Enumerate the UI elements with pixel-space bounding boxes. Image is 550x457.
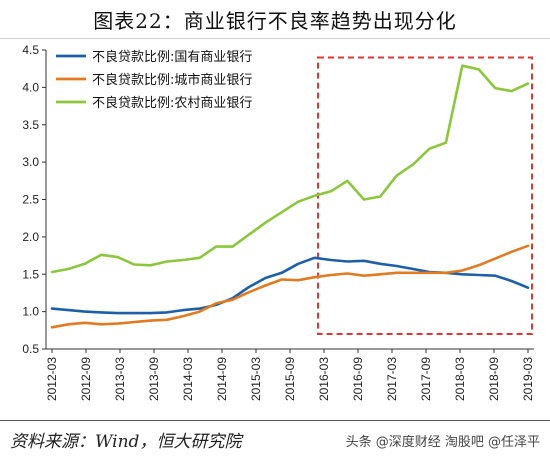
y-tick-label: 3.0 xyxy=(22,155,39,169)
y-tick-label: 3.5 xyxy=(22,118,39,132)
x-tick-label: 2015-09 xyxy=(283,357,297,401)
x-tick-label: 2015-03 xyxy=(249,357,263,401)
series-layer xyxy=(50,64,530,329)
x-tick-label: 2018-09 xyxy=(487,357,501,401)
series-line-3 xyxy=(50,64,530,274)
legend-label-1: 不良贷款比例:国有商业银行 xyxy=(92,49,252,65)
axis-layer: 0.5 1.0 1.5 2.0 2.5 3.0 3.5 4.0 4.5 2012-03 2012-0… xyxy=(22,43,535,401)
watermark-text: 头条 @深度财经 淘股吧 @任泽平 xyxy=(341,429,544,452)
y-tick-label: 4.5 xyxy=(22,43,39,57)
legend-label-2: 不良贷款比例:城市商业银行 xyxy=(92,72,252,88)
highlight-box-layer xyxy=(317,56,533,336)
x-tick-label: 2019-03 xyxy=(521,357,535,401)
y-tick-label: 2.0 xyxy=(22,230,39,244)
source-bar: 资料来源：Wind，恒大研究院 头条 @深度财经 淘股吧 @任泽平 xyxy=(0,420,550,457)
x-tick-label: 2013-09 xyxy=(147,357,161,401)
x-tick-label: 2013-03 xyxy=(113,357,127,401)
x-tick-label: 2014-09 xyxy=(215,357,229,401)
x-tick-label: 2014-03 xyxy=(181,357,195,401)
x-tick-label: 2017-09 xyxy=(419,357,433,401)
title-bar: 图表22：商业银行不良率趋势出现分化 xyxy=(0,0,550,39)
x-tick-label: 2017-03 xyxy=(385,357,399,401)
y-tick-label: 2.5 xyxy=(22,193,39,207)
highlight-box xyxy=(317,56,533,336)
legend-label-3: 不良贷款比例:农村商业银行 xyxy=(92,95,252,111)
x-tick-label: 2012-03 xyxy=(45,357,59,401)
source-note: 资料来源：Wind，恒大研究院 xyxy=(10,431,242,452)
x-tick-label: 2018-03 xyxy=(453,357,467,401)
chart-title: 图表22：商业银行不良率趋势出现分化 xyxy=(93,8,457,33)
y-tick-label: 0.5 xyxy=(22,342,39,356)
line-chart: 0.5 1.0 1.5 2.0 2.5 3.0 3.5 4.0 4.5 2012-03 2012-0… xyxy=(22,43,535,401)
x-tick-label: 2012-09 xyxy=(79,357,93,401)
series-line-1 xyxy=(50,256,530,315)
x-tick-label: 2016-09 xyxy=(351,357,365,401)
series-line-2 xyxy=(50,244,530,329)
x-tick-label: 2016-03 xyxy=(317,357,331,401)
y-tick-label: 1.0 xyxy=(22,305,39,319)
y-tick-label: 4.0 xyxy=(22,80,39,94)
y-tick-label: 1.5 xyxy=(22,267,39,281)
